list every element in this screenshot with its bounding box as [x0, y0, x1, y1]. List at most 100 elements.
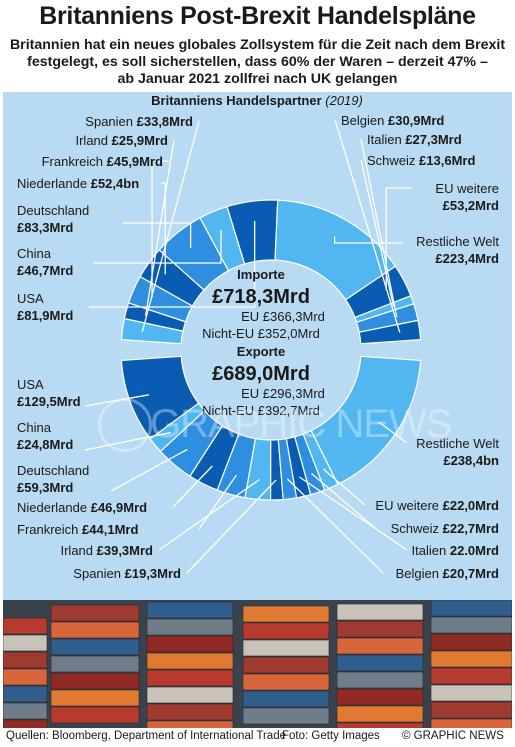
- export-leader-4: [198, 474, 237, 530]
- shipping-container: [242, 656, 330, 674]
- import-label-name-2: Frankreich: [42, 154, 107, 169]
- import-leader-11: [334, 119, 401, 333]
- import-label-11: Belgien £30,9Mrd: [341, 113, 444, 128]
- shipping-container: [336, 722, 424, 728]
- subtitle-line-2: festgelegt, es soll sicherstellen, dass …: [27, 54, 488, 70]
- export-label-value-4: £44,1Mrd: [82, 522, 138, 537]
- import-label-value-11: £30,9Mrd: [388, 113, 444, 128]
- shipping-container: [50, 621, 140, 639]
- export-label-7: Belgien £20,7Mrd: [396, 566, 499, 581]
- import-leader-4: [123, 222, 192, 248]
- container-stacks-illustration: [3, 600, 512, 728]
- export-label-4: Frankreich £44,1Mrd: [17, 522, 138, 537]
- imports-non-eu: Nicht-EU £352,0Mrd: [202, 326, 320, 341]
- export-label-value-8: 22.0Mrd: [450, 543, 499, 558]
- chart-title: Britanniens Handelspartner (2019): [151, 93, 363, 108]
- shipping-container: [146, 601, 234, 619]
- shipping-container: [50, 655, 140, 673]
- import-leader-2: [151, 160, 169, 298]
- export-leader-2: [110, 448, 188, 492]
- export-label-value-0: £129,5Mrd: [17, 394, 81, 409]
- import-label-name-0: Spanien: [85, 114, 136, 129]
- exports-total: £689,0Mrd: [212, 363, 310, 385]
- import-label-value-1: £25,9Mrd: [112, 133, 168, 148]
- export-label-name-5: Irland: [60, 543, 96, 558]
- shipping-container: [430, 633, 512, 651]
- shipping-container: [336, 688, 424, 706]
- export-label-name-4: Frankreich: [17, 522, 82, 537]
- chart-panel: Britanniens Handelspartner (2019) Spanien…: [3, 92, 512, 610]
- export-label-value-2: £59,3Mrd: [17, 480, 73, 495]
- shipping-container: [242, 673, 330, 691]
- shipping-container: [3, 651, 48, 669]
- import-label-name-5: China: [17, 246, 52, 261]
- import-leader-6: [89, 221, 256, 308]
- export-label-value-10: £22,0Mrd: [443, 498, 499, 513]
- import-label-name-1: Irland: [75, 133, 111, 148]
- export-label-5: Irland £39,3Mrd: [60, 543, 153, 558]
- shipping-container: [146, 686, 234, 704]
- import-label-1: Irland £25,9Mrd: [75, 133, 168, 148]
- export-label-8: Italien 22.0Mrd: [412, 543, 500, 558]
- exports-non-eu: Nicht-EU £392,7Mrd: [202, 403, 320, 418]
- exports-eu: EU £296,3Mrd: [241, 386, 325, 401]
- export-label-value-9: £22,7Mrd: [443, 521, 499, 536]
- chart-title-year: (2019): [325, 93, 363, 108]
- exports-label: Exporte: [237, 344, 285, 359]
- shipping-container: [50, 689, 140, 707]
- import-segment-11: [358, 319, 422, 345]
- shipping-container: [336, 654, 424, 672]
- export-label-value-1: £24,8Mrd: [17, 437, 73, 452]
- import-label-name-10: Italien: [367, 132, 405, 147]
- export-leader-7: [286, 478, 384, 574]
- import-label-name-3: Niederlande: [17, 176, 91, 191]
- import-leader-8: [385, 187, 412, 290]
- imports-label: Importe: [237, 267, 285, 282]
- page-subtitle: Britannien hat ein neues globales Zollsy…: [0, 37, 515, 88]
- shipping-container: [242, 605, 330, 623]
- shipping-container: [146, 720, 234, 728]
- import-leader-5: [93, 230, 222, 264]
- shipping-container: [146, 669, 234, 687]
- footer: Quellen: Bloomberg, Department of Intern…: [6, 730, 509, 746]
- watermark-logo: [98, 398, 152, 452]
- trade-donut-chart: Britanniens Handelspartner (2019) Spanien…: [17, 93, 500, 581]
- import-label-name-4: Deutschland: [17, 203, 89, 218]
- import-label-value-6: £81,9Mrd: [17, 308, 73, 323]
- import-label-name-9: Schweiz: [367, 153, 419, 168]
- shipping-container: [50, 638, 140, 656]
- import-label-2: Frankreich £45,9Mrd: [42, 154, 163, 169]
- export-label-value-3: £46,9Mrd: [91, 500, 147, 515]
- page-title: Britanniens Post-Brexit Handelspläne: [39, 2, 476, 30]
- import-label-9: Schweiz £13,6Mrd: [367, 153, 475, 168]
- shipping-container: [3, 685, 48, 703]
- shipping-container: [430, 616, 512, 634]
- import-label-name-8: EU weitere: [435, 181, 499, 196]
- export-label-value-5: £39,3Mrd: [97, 543, 153, 558]
- export-leader-10: [322, 468, 366, 506]
- shipping-container: [430, 718, 512, 728]
- export-label-name-1: China: [17, 420, 52, 435]
- shipping-container: [50, 604, 140, 622]
- shipping-container: [430, 600, 512, 617]
- export-segment-11: [310, 355, 422, 486]
- import-label-value-7: £223,4Mrd: [435, 251, 499, 266]
- shipping-container: [3, 617, 48, 635]
- shipping-container: [50, 706, 140, 724]
- import-label-value-2: £45,9Mrd: [107, 154, 163, 169]
- import-label-value-0: £33,8Mrd: [137, 114, 193, 129]
- export-label-9: Schweiz £22,7Mrd: [391, 521, 499, 536]
- export-label-name-9: Schweiz: [391, 521, 443, 536]
- photo-credit: Foto: Getty Images: [282, 730, 380, 742]
- import-label-value-5: £46,7Mrd: [17, 263, 73, 278]
- export-label-name-6: Spanien: [73, 566, 124, 581]
- shipping-container: [146, 618, 234, 636]
- export-label-name-11: Restliche Welt: [416, 436, 499, 451]
- import-label-value-9: £13,6Mrd: [419, 153, 475, 168]
- imports-eu: EU £366,3Mrd: [241, 309, 325, 324]
- export-label-value-7: £20,7Mrd: [443, 566, 499, 581]
- import-label-3: Niederlande £52,4bn: [17, 176, 139, 191]
- export-leader-8: [298, 476, 408, 551]
- shipping-container: [430, 667, 512, 685]
